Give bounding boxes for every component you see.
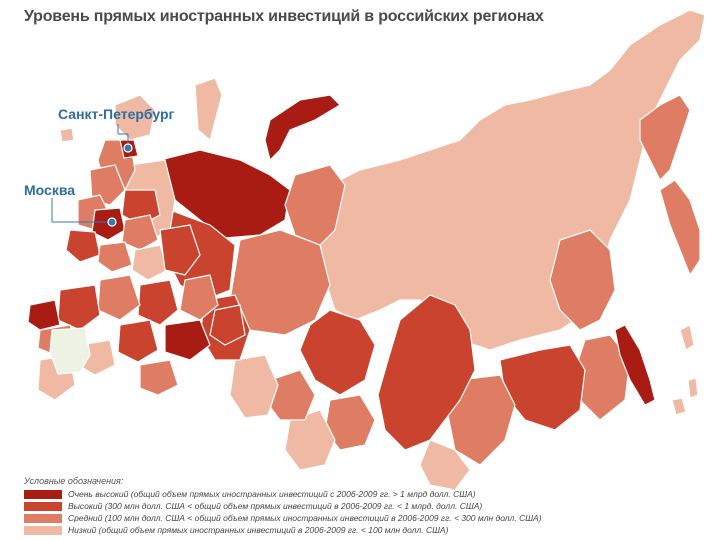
legend-swatch-very-high <box>24 489 62 499</box>
region-yamal <box>159 149 291 239</box>
region-sakhalin <box>614 324 656 406</box>
region-kuril-3 <box>671 397 687 416</box>
region-siberia-low <box>319 9 706 351</box>
map-title: Уровень прямых иностранных инвестиций в … <box>24 8 544 25</box>
legend-item-medium: Средний (100 млн долл. США < общий объем… <box>24 512 624 524</box>
region-altai <box>284 409 336 471</box>
region-no-data <box>49 327 91 375</box>
region-zabaykalsky <box>447 374 516 466</box>
region-south-5 <box>27 299 61 331</box>
region-south-6 <box>139 359 179 396</box>
region-novaya-zemlya <box>264 94 341 161</box>
region-south-3 <box>57 284 101 331</box>
region-volga-4 <box>164 319 211 361</box>
region-kaliningrad <box>59 127 75 143</box>
legend-label-very-high: Очень высокий (общий объем прямых иностр… <box>68 489 476 499</box>
region-amur <box>499 344 586 431</box>
city-markers <box>51 124 133 227</box>
legend-title: Условные обозначения: <box>24 476 124 486</box>
region-khabarovsk <box>549 229 616 331</box>
region-irkutsk <box>377 294 476 451</box>
legend-swatch-low <box>24 525 62 535</box>
region-kuril-2 <box>687 377 699 399</box>
label-saint-petersburg: Санкт-Петербург <box>58 106 175 122</box>
region-kamchatka <box>659 179 701 276</box>
region-omsk <box>229 354 279 419</box>
legend-label-high: Высокий (300 млн долл. США < общий объем… <box>68 501 483 511</box>
region-tomsk <box>299 309 376 396</box>
legend-swatch-medium <box>24 513 62 523</box>
region-volga-1 <box>159 224 201 276</box>
legend: Условные обозначения: Очень высокий (общ… <box>24 476 624 536</box>
label-moscow: Москва <box>24 182 76 198</box>
region-central-4 <box>97 241 133 273</box>
region-south-2 <box>117 319 159 363</box>
region-south-1 <box>97 274 141 321</box>
legend-label-low: Низкий (общий объем прямых иностранных и… <box>68 525 449 535</box>
spb-marker <box>123 143 133 153</box>
region-volga-5 <box>209 304 246 346</box>
legend-item-high: Высокий (300 млн долл. США < общий объем… <box>24 500 624 512</box>
legend-item-very-high: Очень высокий (общий объем прямых иностр… <box>24 488 624 500</box>
region-buryatia <box>419 439 471 491</box>
region-central-2 <box>121 214 159 251</box>
region-taimyr <box>284 164 346 246</box>
legend-item-low: Низкий (общий объем прямых иностранных и… <box>24 524 624 536</box>
legend-swatch-high <box>24 501 62 511</box>
region-central-5 <box>131 244 169 281</box>
region-central-3 <box>65 229 101 263</box>
legend-label-medium: Средний (100 млн долл. США < общий объем… <box>68 513 542 523</box>
region-chukotka <box>639 94 691 181</box>
region-kuril-1 <box>679 324 695 351</box>
region-volga-3 <box>137 279 179 326</box>
moscow-marker <box>107 217 117 227</box>
region-franz-josef <box>194 77 223 141</box>
region-murmansk <box>114 94 156 141</box>
region-volga-2 <box>179 274 219 321</box>
